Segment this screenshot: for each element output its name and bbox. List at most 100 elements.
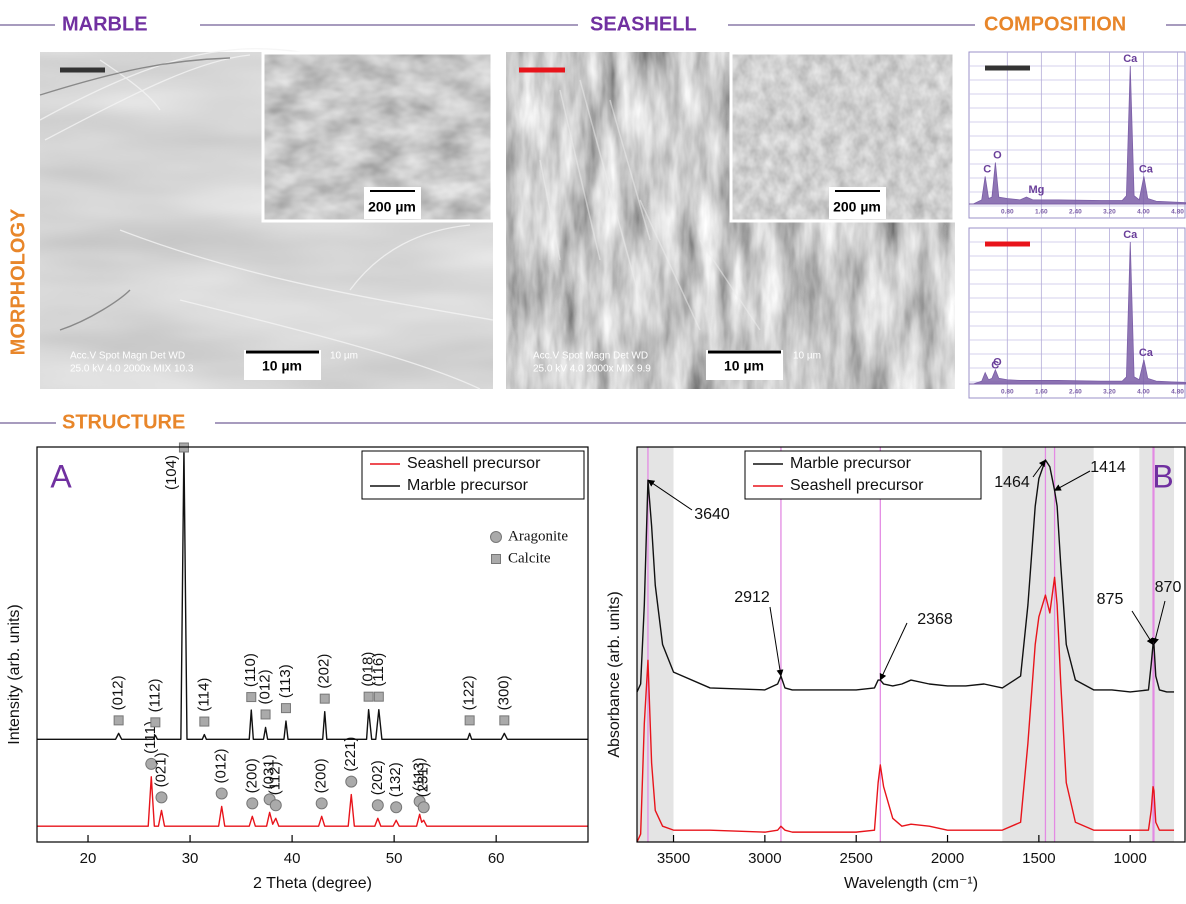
sem-info: 10 µm (793, 351, 821, 362)
peak-label: (114) (195, 678, 212, 712)
peak-label: (200) (313, 758, 330, 793)
x-tick-label: 2.40 (1069, 389, 1082, 396)
x-tick-label: 2.40 (1069, 209, 1082, 216)
x-tick-label: 40 (284, 850, 301, 867)
x-tick-label: 30 (182, 850, 199, 867)
x-tick-label: 1500 (1022, 850, 1055, 867)
x-tick-label: 3.20 (1103, 209, 1116, 216)
peak-mark-label: 870 (1155, 579, 1182, 596)
header-morphology: MORPHOLOGY (7, 208, 29, 355)
x-axis-label: 2 Theta (degree) (253, 875, 372, 892)
x-tick-label: 1000 (1114, 850, 1147, 867)
peak-label: C (983, 163, 991, 175)
peak-mark-label: 3640 (694, 506, 730, 523)
phase-marker (391, 802, 402, 813)
phase-marker (261, 710, 270, 719)
header-seashell: SEASHELL (590, 13, 697, 35)
x-tick-label: 3.20 (1103, 389, 1116, 396)
x-tick-label: 3500 (657, 850, 690, 867)
phase-marker (372, 800, 383, 811)
chart-B: 3640291223681464141487587035003000250020… (606, 447, 1185, 892)
phase-marker (281, 704, 290, 713)
shaded-region (1139, 447, 1174, 842)
scale-label: 10 µm (724, 358, 764, 374)
x-tick-label: 0.80 (1001, 389, 1014, 396)
peak-label: (221) (342, 737, 359, 772)
inset-scale-label: 200 µm (833, 199, 881, 215)
peak-label: (012) (110, 675, 127, 710)
sem-info: Acc.V Spot Magn Det WD (533, 351, 648, 362)
peak-label: O (993, 150, 1002, 162)
sem-info: 25.0 kV 4.0 2000x MIX 9.9 (533, 364, 651, 375)
peak-label: (116) (370, 653, 387, 687)
page: MARBLE SEASHELL COMPOSITION MORPHOLOGY S… (0, 0, 1186, 904)
x-tick-label: 4.00 (1137, 389, 1150, 396)
phase-marker (156, 792, 167, 803)
x-tick-label: 4.00 (1137, 209, 1150, 216)
peak-label: (202) (369, 760, 386, 795)
sem-marble: 200 µm Acc.V Spot Magn Det WD 25.0 kV 4.… (40, 49, 493, 389)
peak-label: (200) (243, 758, 260, 793)
plot-frame (969, 52, 1185, 218)
peak-label: Ca (1139, 347, 1154, 359)
peak-mark-label: 875 (1097, 591, 1124, 608)
scale-label: 10 µm (262, 358, 302, 374)
x-tick-label: 3000 (748, 850, 781, 867)
peak-label: (112) (267, 761, 284, 795)
peak-label: (122) (461, 675, 478, 710)
figure: MARBLE SEASHELL COMPOSITION MORPHOLOGY S… (0, 0, 1186, 904)
x-tick-label: 60 (488, 850, 505, 867)
sem-info: Acc.V Spot Magn Det WD (70, 351, 185, 362)
x-tick-label: 4.80 (1171, 209, 1184, 216)
x-axis-label: Wavelength (cm⁻¹) (844, 875, 978, 892)
legend-label: Seashell precursor (407, 455, 541, 472)
sem-info: 10 µm (330, 351, 358, 362)
peak-mark-label: 1414 (1090, 459, 1126, 476)
peak-label: (112) (146, 678, 163, 712)
chart-A: (111)(021)(012)(200)(031)(112)(200)(221)… (6, 443, 588, 892)
x-tick-label: 1.60 (1035, 209, 1048, 216)
phase-marker (346, 776, 357, 787)
sem-seashell: 200 µm Acc.V Spot Magn Det WD 25.0 kV 4.… (506, 52, 955, 389)
peak-label: (012) (257, 669, 274, 704)
peak-label: (113) (277, 664, 294, 698)
x-tick-label: 2500 (840, 850, 873, 867)
phase-marker (374, 692, 383, 701)
peak-label: (132) (387, 762, 404, 797)
phase-marker (247, 693, 256, 702)
phase-marker (114, 716, 123, 725)
legend-label: Marble precursor (790, 455, 912, 472)
phase-marker (247, 798, 258, 809)
inset-scale-label: 200 µm (368, 199, 416, 215)
phase-legend-marker (491, 532, 502, 543)
panel-letter: A (50, 458, 72, 494)
peak-label: (300) (495, 675, 512, 710)
legend-label: Marble precursor (407, 477, 529, 494)
y-axis-label: Intensity (arb. units) (6, 604, 23, 745)
peak-label: Mg (1028, 184, 1044, 196)
legend-label: Seashell precursor (790, 477, 924, 494)
phase-marker (151, 718, 160, 727)
x-tick-label: 1.60 (1035, 389, 1048, 396)
phase-legend-label: Aragonite (508, 528, 568, 544)
phase-legend-label: Calcite (508, 550, 551, 566)
phase-marker (418, 802, 429, 813)
sem-info: 25.0 kV 4.0 2000x MIX 10.3 (70, 364, 194, 375)
shaded-region (1002, 447, 1093, 842)
peak-label: Ca (1139, 163, 1154, 175)
peak-label: (202) (316, 654, 333, 689)
panel-letter: B (1152, 458, 1173, 494)
x-tick-label: 20 (80, 850, 97, 867)
phase-marker (270, 800, 281, 811)
x-tick-label: 50 (386, 850, 403, 867)
peak-mark-label: 1464 (994, 474, 1030, 491)
phase-marker (364, 692, 373, 701)
header-structure: STRUCTURE (62, 411, 185, 433)
plot-frame (969, 228, 1185, 398)
phase-marker (465, 716, 474, 725)
phase-marker (500, 716, 509, 725)
peak-label: Ca (1123, 53, 1138, 65)
peak-label: Ca (1123, 229, 1138, 241)
